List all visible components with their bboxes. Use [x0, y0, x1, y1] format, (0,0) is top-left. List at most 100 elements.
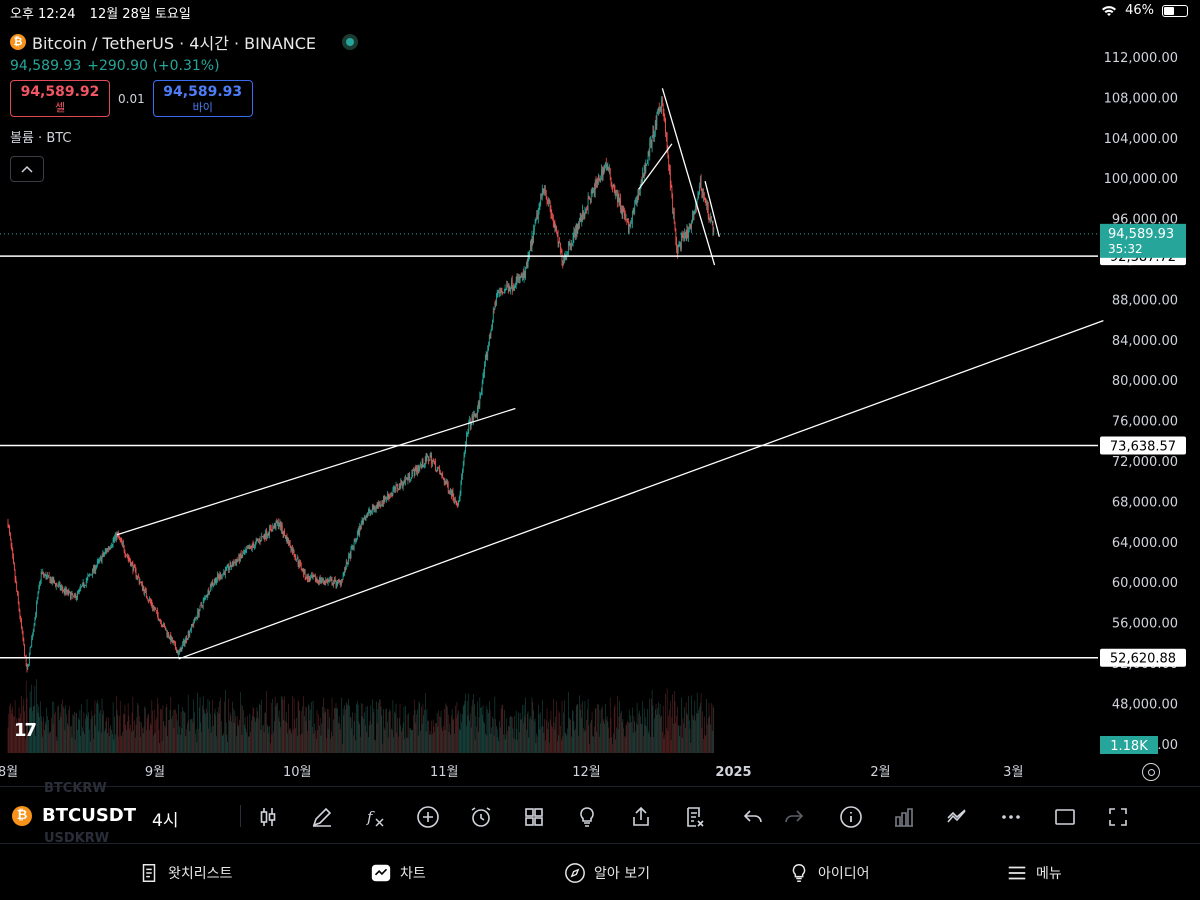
- alarm-icon[interactable]: [468, 804, 494, 830]
- candle-body: [15, 579, 17, 584]
- candle-body: [432, 461, 434, 462]
- volume-bar: [645, 717, 647, 753]
- candle-body: [74, 595, 75, 596]
- volume-bar: [536, 733, 538, 753]
- volume-bar: [247, 736, 249, 753]
- candle-body: [571, 243, 572, 248]
- candle-body: [661, 99, 662, 110]
- volume-bar: [492, 716, 493, 753]
- pen-icon[interactable]: [309, 804, 335, 830]
- candle-body: [378, 503, 380, 506]
- volume-bar: [658, 702, 659, 753]
- candle-body: [214, 579, 216, 582]
- volume-bar: [502, 704, 504, 753]
- nav-explore[interactable]: 알아 보기: [564, 862, 650, 884]
- volume-bar: [619, 701, 621, 753]
- volume-indicator-label[interactable]: 볼륨 · BTC: [10, 131, 72, 146]
- volume-bar: [255, 718, 257, 753]
- volume-bar: [241, 734, 243, 753]
- candle-body: [669, 170, 671, 186]
- volume-bar: [648, 733, 650, 753]
- volume-bar: [625, 725, 627, 753]
- candle-body: [621, 208, 623, 214]
- volume-bar: [436, 713, 438, 753]
- redo-icon[interactable]: [781, 804, 807, 830]
- candle-body: [235, 562, 236, 565]
- candle-body: [269, 527, 270, 535]
- volume-bar: [106, 716, 108, 753]
- candle-body: [293, 550, 295, 556]
- candle-body: [492, 309, 494, 321]
- candle-body: [217, 574, 219, 577]
- nav-watchlist[interactable]: 왓치리스트: [138, 862, 232, 884]
- candle-body: [268, 534, 270, 536]
- volume-bar: [285, 721, 286, 753]
- volume-bar: [476, 726, 477, 753]
- candle-body: [66, 590, 68, 593]
- candle-body: [343, 572, 345, 575]
- layout-grid-icon[interactable]: [521, 804, 547, 830]
- candle-body: [135, 569, 137, 577]
- volume-bar: [149, 729, 150, 753]
- lightbulb-icon[interactable]: [574, 804, 600, 830]
- volume-bar: [81, 727, 83, 753]
- candle-body: [712, 220, 714, 232]
- collapse-legend-button[interactable]: [10, 156, 44, 182]
- candle-body: [320, 581, 322, 582]
- chart-settings-icon[interactable]: [1142, 763, 1160, 781]
- volume-bar: [439, 716, 440, 753]
- candle-body: [368, 509, 370, 512]
- volume-bar: [265, 712, 266, 753]
- volume-bar: [191, 718, 193, 753]
- volume-bar: [125, 724, 127, 753]
- volume-bar: [91, 710, 93, 753]
- candle-body: [298, 563, 300, 566]
- sell-button[interactable]: 94,589.92 셀: [10, 80, 110, 117]
- candle-body: [62, 589, 64, 591]
- volume-bar: [695, 720, 696, 753]
- nav-ideas[interactable]: 아이디어: [788, 862, 870, 884]
- volume-bar: [436, 723, 437, 753]
- candle-body: [537, 213, 538, 219]
- volume-bar: [7, 727, 9, 753]
- fx-icon[interactable]: f: [362, 804, 388, 830]
- interval-selector[interactable]: 4시: [152, 811, 179, 831]
- chart-area[interactable]: 112,000.00 108,000.00 104,000.00 100,000.00…: [0, 24, 1200, 786]
- volume-bar: [590, 720, 592, 753]
- volume-bar: [47, 716, 48, 753]
- volume-bar: [421, 723, 423, 753]
- symbol-title[interactable]: Bitcoin / TetherUS · 4시간 · BINANCE: [32, 34, 317, 53]
- fullscreen-square-icon[interactable]: [1052, 804, 1078, 830]
- nav-chart[interactable]: 차트: [370, 862, 426, 884]
- candle-body: [198, 610, 200, 615]
- nav-menu-label: 메뉴: [1036, 866, 1062, 882]
- volume-bar: [599, 709, 601, 753]
- compare-icon[interactable]: [944, 804, 970, 830]
- price-chart[interactable]: 112,000.00108,000.00104,000.00100,000.00…: [0, 24, 1200, 786]
- plus-circle-icon[interactable]: [415, 804, 441, 830]
- undo-icon[interactable]: [740, 804, 766, 830]
- candles-icon[interactable]: [255, 804, 281, 830]
- more-icon[interactable]: [998, 804, 1024, 830]
- volume-bar: [304, 706, 306, 753]
- candle-body: [342, 574, 344, 580]
- buy-button[interactable]: 94,589.93 바이: [152, 80, 253, 117]
- candle-body: [451, 491, 453, 497]
- candle-body: [414, 466, 416, 476]
- expand-icon[interactable]: [1105, 804, 1131, 830]
- info-icon[interactable]: [838, 804, 864, 830]
- volume-bar: [466, 725, 467, 753]
- share-icon[interactable]: [628, 804, 654, 830]
- bar-chart-icon[interactable]: [891, 804, 917, 830]
- volume-bar: [137, 702, 138, 753]
- volume-bar: [524, 716, 526, 753]
- candle-body: [63, 589, 65, 591]
- symbol-row[interactable]: ₿ Bitcoin / TetherUS · 4시간 · BINANCE: [10, 32, 359, 53]
- volume-bar: [277, 717, 279, 753]
- volume-bar: [647, 730, 649, 753]
- checklist-icon[interactable]: [682, 804, 708, 830]
- nav-menu[interactable]: 메뉴: [1006, 862, 1062, 884]
- candle-body: [471, 416, 473, 423]
- symbol-selector[interactable]: ₿ BTCUSDT: [12, 805, 136, 826]
- volume-bar: [323, 697, 324, 753]
